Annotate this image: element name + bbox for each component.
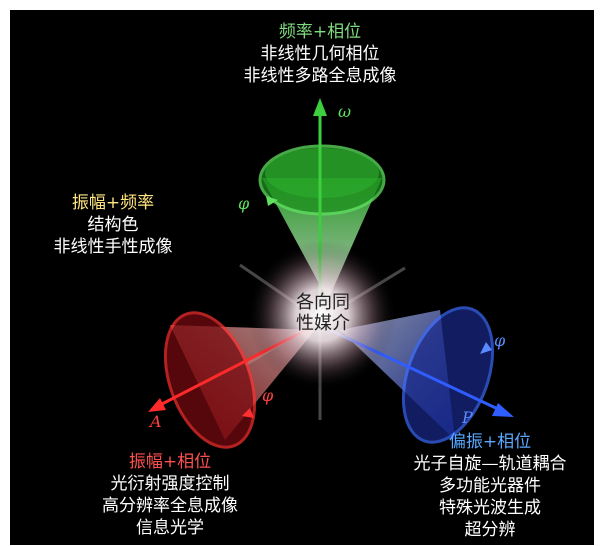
bottom-left-label: 振幅+相位 光衍射强度控制 高分辨率全息成像 信息光学 [80, 451, 260, 539]
left-header: 振幅+频率 [71, 193, 155, 213]
phi-green-symbol: φ [238, 194, 250, 213]
center-line-1: 各向同 [296, 292, 350, 313]
center-line-2: 性媒介 [296, 313, 350, 334]
top-line-1: 非线性几何相位 [260, 44, 380, 64]
diagram-panel: ω φ φ A φ P 各向同 性媒介 频率+相位 非线性几何相位 非线性多路全… [10, 10, 594, 545]
bottom-right-line-1: 光子自旋—轨道耦合 [413, 454, 567, 474]
bottom-right-line-2: 多功能光器件 [439, 476, 541, 496]
left-line-1: 结构色 [87, 215, 139, 235]
A-symbol: A [150, 412, 162, 431]
bottom-right-label: 偏振+相位 光子自旋—轨道耦合 多功能光器件 特殊光波生成 超分辨 [390, 431, 590, 541]
bottom-right-line-3: 特殊光波生成 [439, 498, 541, 518]
diagram-graphic [148, 98, 514, 449]
phi-red-symbol: φ [262, 386, 274, 405]
bottom-left-line-3: 信息光学 [136, 518, 204, 538]
top-line-2: 非线性多路全息成像 [243, 66, 397, 86]
green-cone [258, 144, 386, 300]
bottom-left-line-2: 高分辨率全息成像 [102, 496, 238, 516]
center-glow [247, 240, 397, 390]
green-phase-arrow [266, 196, 278, 206]
blue-phase-arrow [480, 342, 492, 354]
bottom-left-line-1: 光衍射强度控制 [110, 474, 230, 494]
bottom-right-line-4: 超分辨 [464, 520, 516, 540]
red-phase-arrow [242, 408, 254, 418]
left-label: 振幅+频率 结构色 非线性手性成像 [28, 192, 198, 258]
P-symbol: P [462, 408, 473, 427]
top-label: 频率+相位 非线性几何相位 非线性多路全息成像 [200, 21, 440, 87]
left-line-2: 非线性手性成像 [53, 237, 173, 257]
bottom-right-header: 偏振+相位 [448, 432, 532, 452]
omega-symbol: ω [338, 102, 352, 121]
phi-blue-symbol: φ [494, 331, 506, 350]
top-header: 频率+相位 [278, 22, 362, 42]
center-label: 各向同 性媒介 [286, 292, 360, 334]
bottom-left-header: 振幅+相位 [128, 452, 212, 472]
